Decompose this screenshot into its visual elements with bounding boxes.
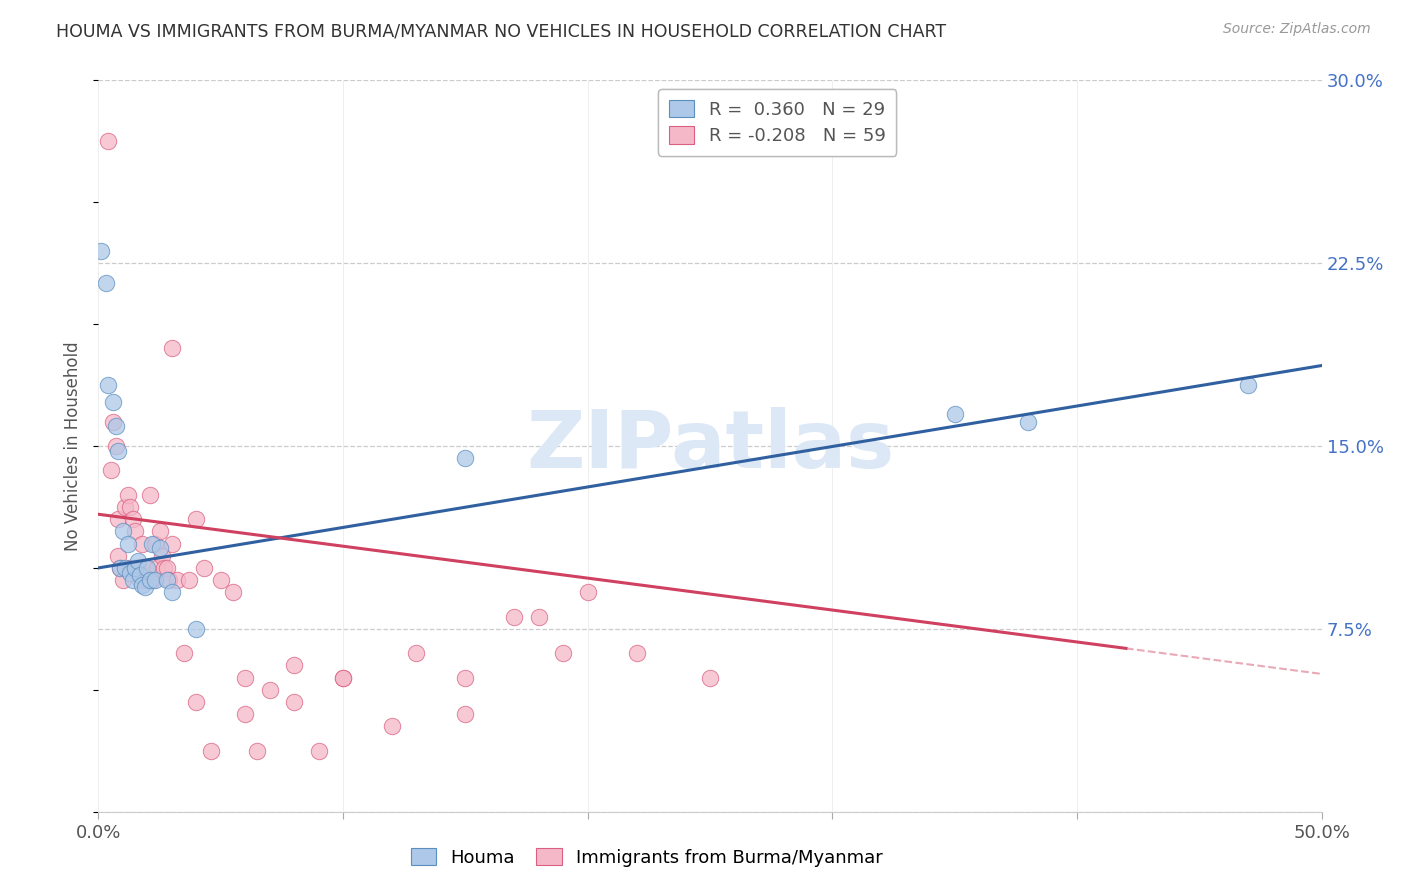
Point	[186, 512, 208, 526]
Point	[381, 719, 404, 733]
Point	[134, 581, 156, 595]
Point	[139, 573, 162, 587]
Point	[114, 500, 136, 514]
Point	[332, 671, 354, 685]
Point	[114, 561, 136, 575]
Point	[233, 671, 256, 685]
Point	[117, 536, 139, 550]
Point	[107, 512, 129, 526]
Point	[124, 561, 146, 575]
Point	[186, 622, 208, 636]
Point	[143, 573, 166, 587]
Point	[101, 395, 124, 409]
Point	[157, 573, 180, 587]
Point	[107, 443, 129, 458]
Point	[94, 276, 117, 290]
Point	[166, 573, 188, 587]
Point	[160, 585, 183, 599]
Text: Source: ZipAtlas.com: Source: ZipAtlas.com	[1223, 22, 1371, 37]
Point	[136, 573, 159, 587]
Point	[576, 585, 599, 599]
Point	[124, 561, 146, 575]
Point	[127, 561, 149, 575]
Point	[150, 549, 173, 563]
Point	[139, 488, 162, 502]
Point	[233, 707, 256, 722]
Point	[503, 609, 526, 624]
Point	[177, 573, 200, 587]
Point	[117, 488, 139, 502]
Point	[259, 682, 281, 697]
Point	[141, 573, 163, 587]
Point	[146, 561, 169, 575]
Point	[97, 378, 120, 392]
Point	[121, 573, 143, 587]
Point	[149, 524, 172, 539]
Point	[1017, 415, 1039, 429]
Point	[124, 524, 146, 539]
Point	[100, 463, 122, 477]
Point	[120, 566, 142, 580]
Point	[120, 561, 142, 575]
Point	[136, 561, 159, 575]
Point	[143, 536, 166, 550]
Point	[156, 573, 179, 587]
Legend: R =  0.360   N = 29, R = -0.208   N = 59: R = 0.360 N = 29, R = -0.208 N = 59	[658, 89, 897, 156]
Point	[134, 561, 156, 575]
Point	[120, 500, 142, 514]
Point	[131, 578, 153, 592]
Point	[283, 695, 305, 709]
Point	[111, 524, 134, 539]
Point	[209, 573, 232, 587]
Point	[160, 342, 183, 356]
Point	[129, 573, 152, 587]
Point	[104, 419, 127, 434]
Point	[527, 609, 550, 624]
Point	[153, 561, 176, 575]
Point	[454, 671, 477, 685]
Point	[90, 244, 112, 258]
Text: ZIPatlas: ZIPatlas	[526, 407, 894, 485]
Point	[110, 561, 132, 575]
Point	[332, 671, 354, 685]
Text: HOUMA VS IMMIGRANTS FROM BURMA/MYANMAR NO VEHICLES IN HOUSEHOLD CORRELATION CHAR: HOUMA VS IMMIGRANTS FROM BURMA/MYANMAR N…	[56, 22, 946, 40]
Point	[699, 671, 721, 685]
Point	[553, 646, 575, 660]
Legend: Houma, Immigrants from Burma/Myanmar: Houma, Immigrants from Burma/Myanmar	[404, 841, 890, 874]
Point	[193, 561, 215, 575]
Point	[149, 541, 172, 556]
Point	[101, 415, 124, 429]
Point	[107, 549, 129, 563]
Point	[121, 512, 143, 526]
Point	[454, 451, 477, 466]
Point	[129, 568, 152, 582]
Point	[97, 134, 120, 148]
Point	[283, 658, 305, 673]
Point	[626, 646, 648, 660]
Point	[131, 536, 153, 550]
Point	[222, 585, 245, 599]
Point	[160, 536, 183, 550]
Point	[246, 744, 269, 758]
Point	[173, 646, 195, 660]
Point	[127, 553, 149, 567]
Point	[454, 707, 477, 722]
Point	[186, 695, 208, 709]
Point	[405, 646, 427, 660]
Point	[200, 744, 222, 758]
Point	[1237, 378, 1260, 392]
Y-axis label: No Vehicles in Household: No Vehicles in Household	[65, 341, 83, 551]
Point	[110, 561, 132, 575]
Point	[943, 407, 966, 421]
Point	[141, 536, 163, 550]
Point	[156, 561, 179, 575]
Point	[111, 573, 134, 587]
Point	[104, 439, 127, 453]
Point	[308, 744, 330, 758]
